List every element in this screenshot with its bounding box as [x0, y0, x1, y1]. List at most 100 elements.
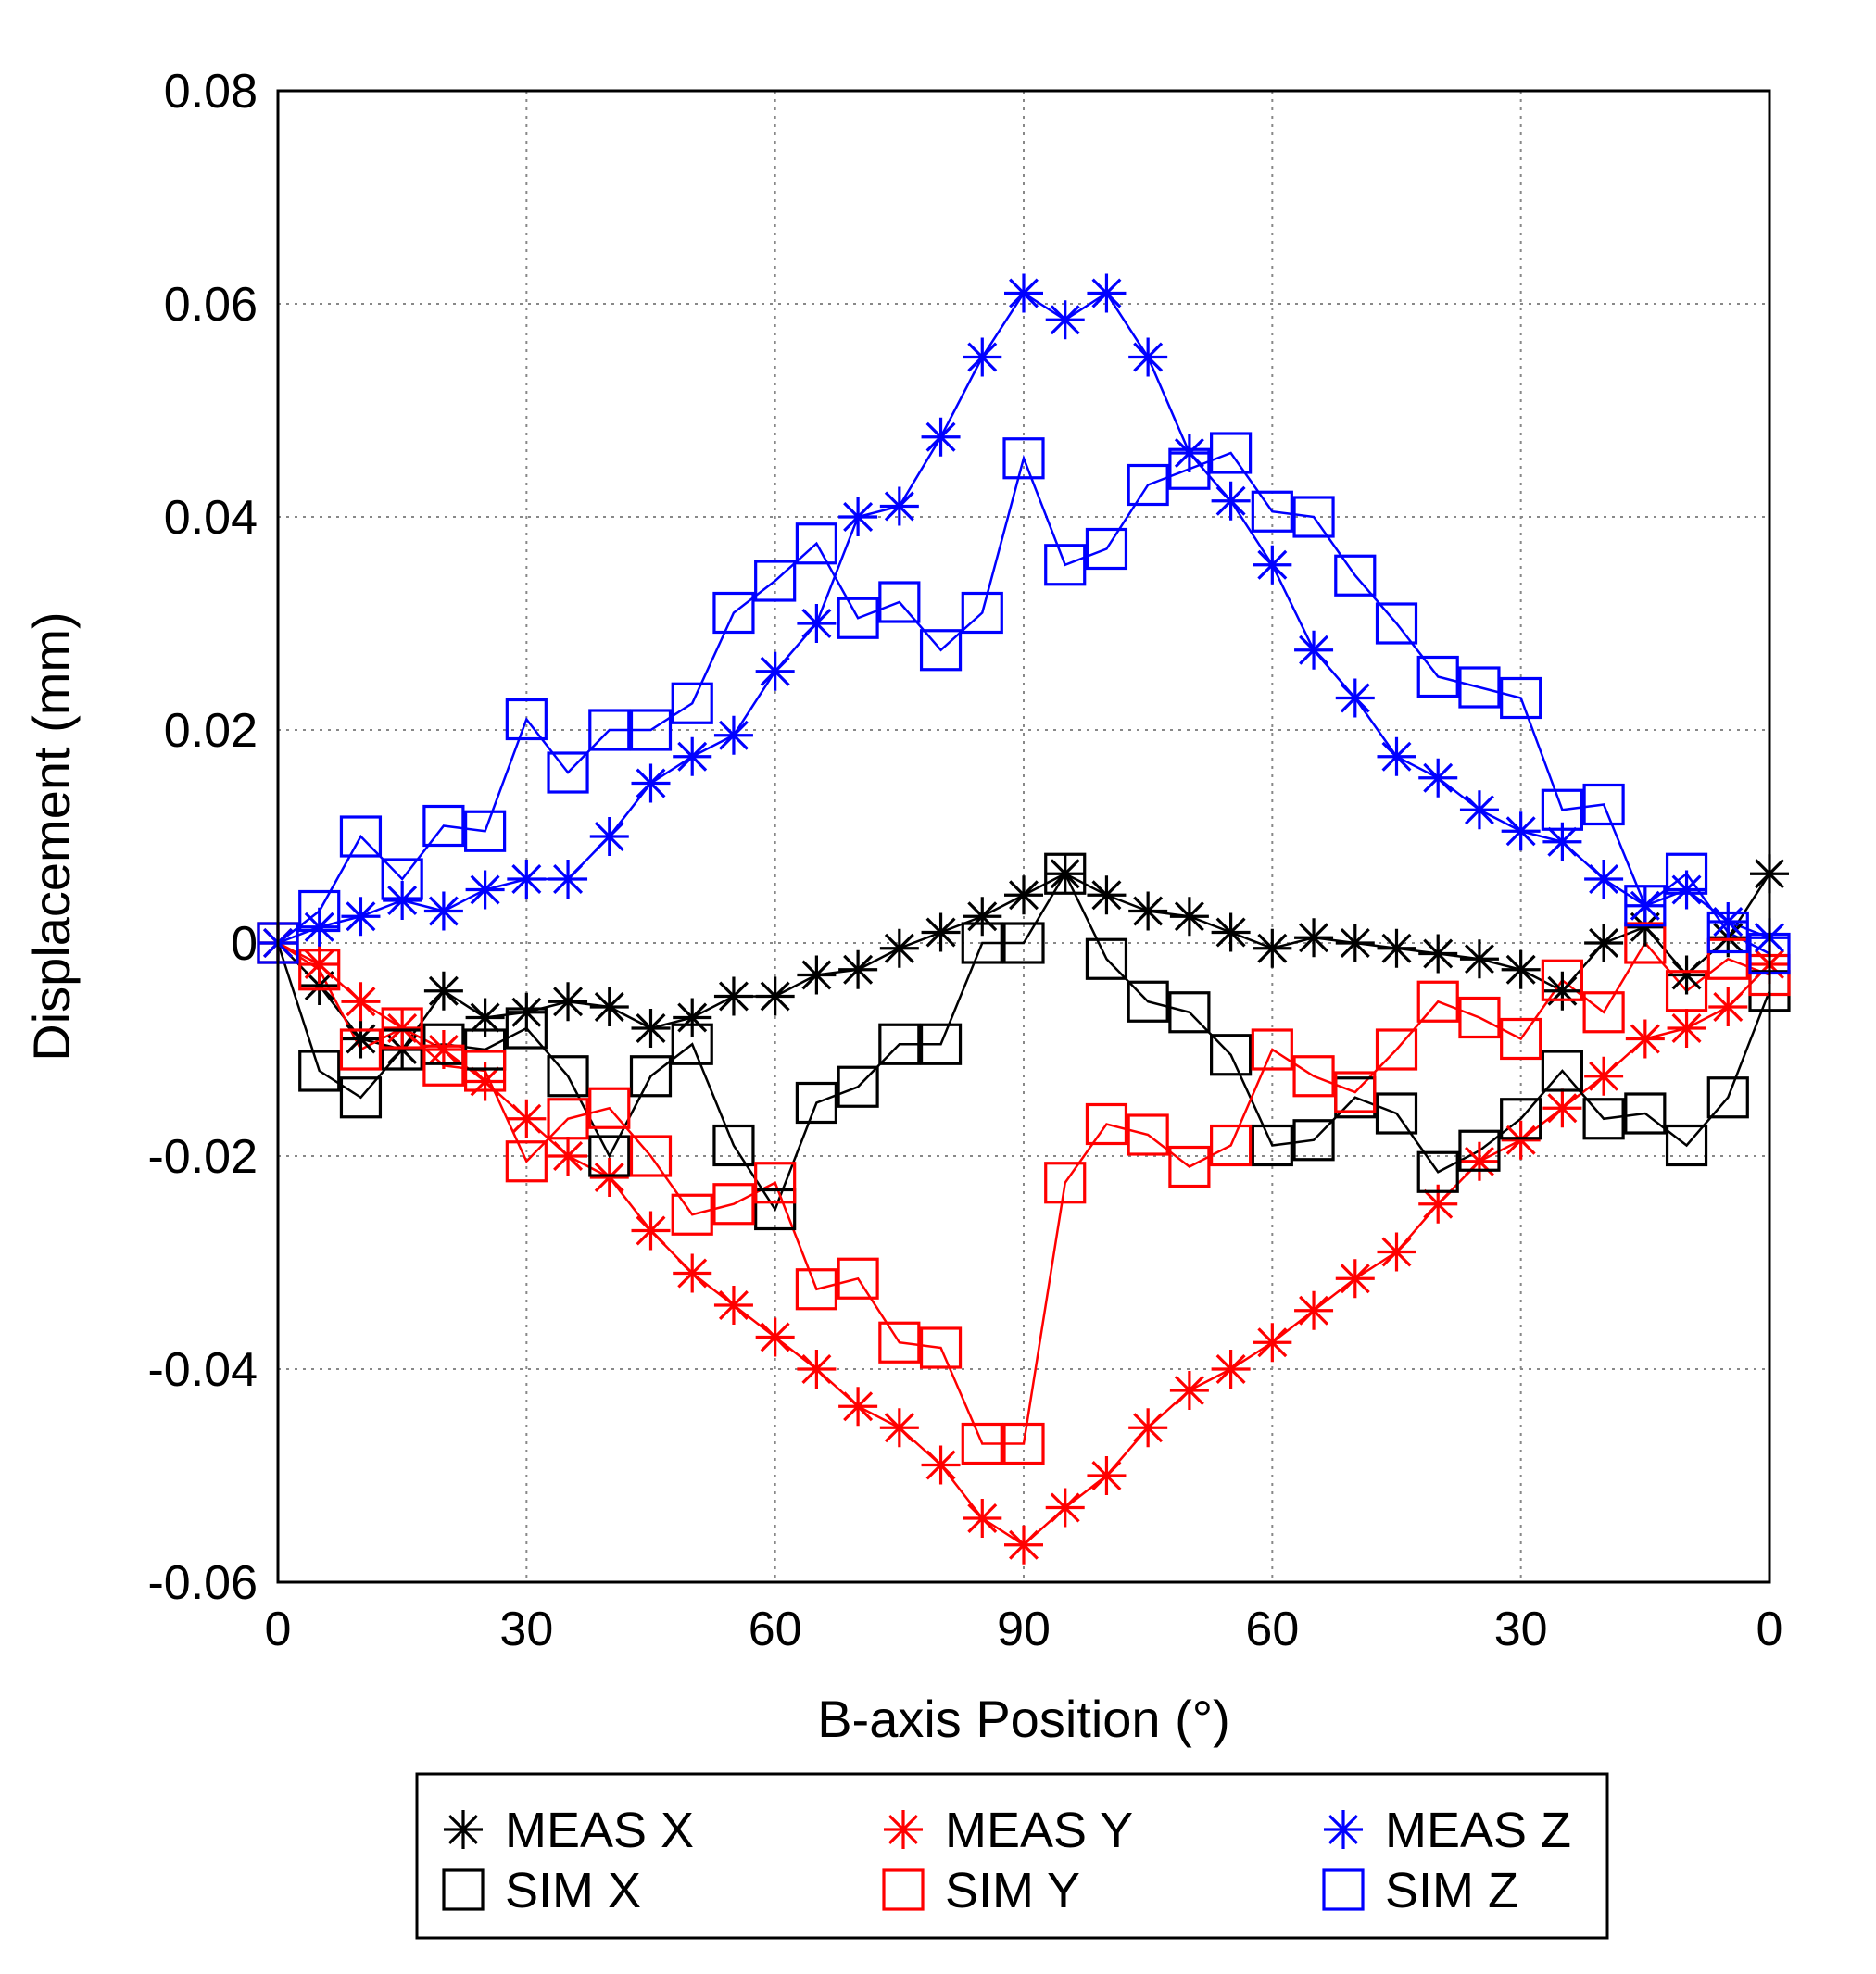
meas-x-point	[1335, 924, 1375, 962]
meas-y-point	[1128, 1408, 1168, 1448]
sim-x-point	[422, 1023, 465, 1065]
sim-z-point	[588, 709, 631, 751]
sim-z-point	[1334, 554, 1377, 597]
sim-x-point	[878, 1023, 921, 1065]
meas-y-point	[1459, 1141, 1499, 1181]
sim-z-point	[1168, 447, 1211, 490]
meas-x-point	[879, 928, 919, 968]
sim-y-point	[712, 1183, 755, 1226]
sim-y-point	[754, 1162, 797, 1204]
meas-x-point	[1667, 955, 1706, 995]
sim-y-point	[1375, 1028, 1418, 1071]
sim-y-point	[1292, 1055, 1335, 1098]
legend-box	[415, 1772, 1609, 1940]
sim-y-point	[1085, 1102, 1128, 1146]
meas-y-point	[1501, 1120, 1541, 1160]
meas-x-point	[507, 992, 547, 1032]
sim-x-point	[961, 922, 1003, 964]
meas-x-point	[1542, 971, 1582, 1011]
meas-z-point	[1045, 300, 1085, 340]
sim-y-point	[1210, 1124, 1253, 1167]
sim-z-point	[1706, 911, 1749, 954]
sim-x-point	[919, 1023, 963, 1065]
sim-x-point	[339, 1076, 383, 1119]
meas-z-point	[879, 486, 919, 526]
sim-y-point	[1334, 1071, 1377, 1113]
sim-x-point	[671, 1023, 713, 1065]
meas-y-point	[631, 1211, 671, 1251]
meas-z-point	[1501, 811, 1541, 851]
sim-y-point	[1541, 959, 1583, 1001]
sim-z-point	[754, 560, 797, 602]
meas-x-point	[1418, 934, 1458, 974]
sim-x-point	[1210, 1034, 1253, 1076]
sim-z-point	[961, 591, 1003, 635]
meas-y-point	[963, 1499, 1002, 1538]
sim-x-point	[1706, 1076, 1749, 1119]
plot-area-frame	[276, 89, 1771, 1584]
sim-y-point	[1582, 991, 1625, 1034]
meas-z-point	[299, 907, 339, 947]
sim-x-point	[1582, 1098, 1625, 1140]
meas-y-point	[838, 1387, 878, 1427]
meas-x-point	[1501, 949, 1541, 989]
legend-sim-z-label: SIM Z	[1385, 1863, 1518, 1918]
meas-y-point	[507, 1099, 547, 1138]
meas-z-point	[1584, 860, 1624, 899]
sim-z-point	[505, 698, 548, 741]
meas-x-point	[1211, 912, 1251, 952]
sim-z-point	[878, 581, 921, 623]
meas-z-point	[921, 417, 961, 457]
sim-y-point	[588, 1087, 631, 1129]
meas-x-point	[589, 987, 629, 1026]
meas-y-point	[879, 1408, 919, 1448]
meas-y-point	[589, 1158, 629, 1197]
meas-y-point	[1708, 987, 1748, 1026]
sim-y-point	[339, 1028, 383, 1071]
meas-x-point	[1169, 897, 1209, 937]
x-tick-label: 60	[749, 1603, 802, 1656]
sim-x-point	[629, 1055, 673, 1098]
y-tick-label: 0.04	[164, 491, 258, 545]
meas-z-point	[589, 817, 629, 856]
meas-z-point	[1708, 902, 1748, 941]
meas-x-point	[1459, 939, 1499, 979]
x-tick-labels: 0 30 60 90 60 30 0	[265, 1603, 1783, 1656]
sim-x-point	[1665, 1124, 1708, 1167]
meas-y-point	[1418, 1184, 1458, 1224]
y-tick-label: -0.04	[147, 1343, 258, 1397]
meas-x-point	[383, 1030, 422, 1069]
sim-z-point	[1500, 676, 1542, 720]
meas-z-point	[797, 604, 837, 643]
meas-y-point	[1542, 1088, 1582, 1128]
meas-y-point	[548, 1137, 588, 1176]
meas-z-point	[1211, 481, 1251, 521]
x-tick-label: 30	[1494, 1603, 1548, 1656]
sim-x-point	[1458, 1129, 1501, 1172]
meas-z-point	[1418, 758, 1458, 798]
legend-meas-z-label: MEAS Z	[1385, 1803, 1571, 1858]
legend-meas-y-label: MEAS Y	[945, 1803, 1133, 1858]
sim-z-point	[1251, 490, 1293, 533]
meas-y-point	[1169, 1371, 1209, 1410]
sim-z-point	[671, 682, 713, 724]
sim-z-line	[277, 451, 1770, 955]
meas-y-point	[1377, 1232, 1416, 1272]
sim-x-point	[1168, 991, 1211, 1034]
sim-y-point	[1500, 1017, 1542, 1061]
meas-z-point	[1128, 337, 1168, 377]
sim-z-point	[1002, 437, 1045, 480]
meas-x-point	[341, 1019, 381, 1059]
meas-x-point	[1087, 875, 1127, 915]
meas-z-point	[1377, 736, 1416, 776]
meas-x-point	[1377, 928, 1416, 968]
sim-y-point	[1127, 1113, 1169, 1156]
meas-z-point	[1542, 822, 1582, 861]
meas-y-point	[1625, 1019, 1665, 1059]
meas-y-point	[1335, 1259, 1375, 1299]
meas-x-point	[1253, 928, 1292, 968]
sim-z-point	[837, 597, 879, 639]
sim-x-point	[1292, 1119, 1335, 1162]
meas-z-point	[1294, 630, 1334, 670]
sim-z-point	[339, 815, 383, 858]
